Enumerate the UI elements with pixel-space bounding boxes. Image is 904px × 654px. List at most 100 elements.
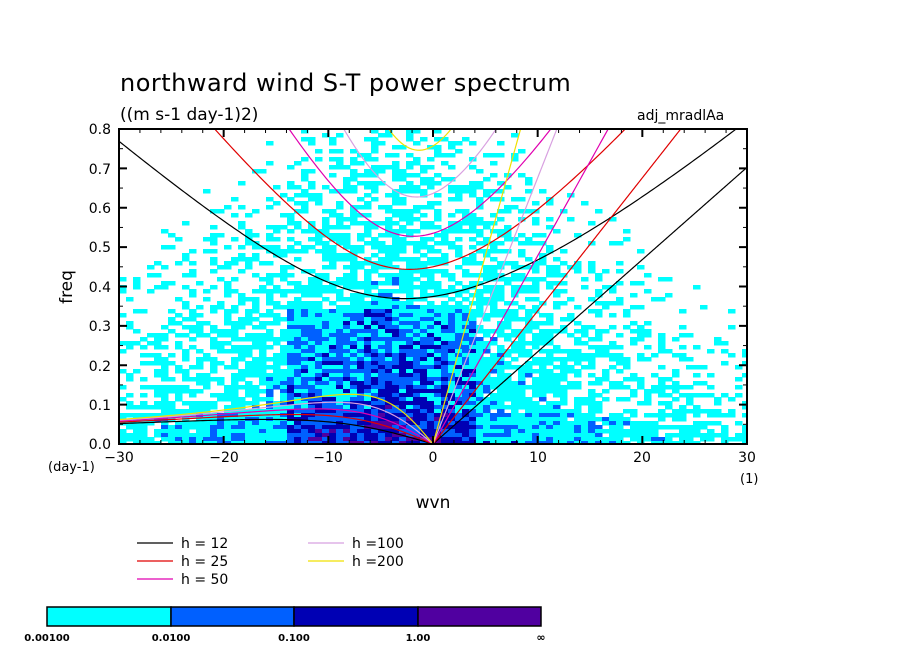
contour-cell	[644, 429, 652, 434]
contour-cell	[742, 437, 747, 442]
contour-cell	[497, 369, 505, 374]
contour-cell	[385, 345, 393, 350]
contour-cell	[126, 437, 134, 442]
contour-cell	[266, 141, 274, 146]
contour-cell	[700, 393, 708, 398]
contour-cell	[371, 137, 379, 142]
contour-cell	[133, 341, 141, 346]
contour-cell	[532, 333, 540, 338]
contour-cell	[343, 401, 351, 406]
x-units-label: (1)	[740, 472, 758, 487]
contour-cell	[301, 361, 309, 366]
contour-cell	[238, 225, 246, 230]
contour-cell	[399, 389, 407, 394]
contour-cell	[518, 365, 526, 370]
contour-cell	[357, 413, 365, 418]
contour-cell	[406, 381, 414, 386]
contour-cell	[140, 309, 148, 314]
contour-cell	[721, 437, 729, 442]
contour-cell	[658, 277, 666, 282]
contour-cell	[707, 349, 715, 354]
contour-cell	[357, 309, 365, 314]
contour-cell	[392, 229, 400, 234]
contour-cell	[273, 185, 281, 190]
contour-cell	[455, 441, 463, 444]
contour-cell	[287, 289, 295, 294]
contour-cell	[406, 357, 414, 362]
contour-cell	[364, 281, 372, 286]
contour-cell	[560, 373, 568, 378]
contour-cell	[329, 289, 337, 294]
contour-cell	[434, 357, 442, 362]
contour-cell	[280, 225, 288, 230]
contour-cell	[245, 317, 253, 322]
contour-cell	[462, 365, 470, 370]
contour-cell	[434, 153, 442, 158]
contour-cell	[119, 397, 127, 402]
contour-cell	[287, 229, 295, 234]
contour-cell	[245, 437, 253, 442]
contour-cell	[609, 241, 617, 246]
contour-cell	[406, 229, 414, 234]
contour-cell	[308, 137, 316, 142]
contour-cell	[364, 153, 372, 158]
contour-cell	[497, 329, 505, 334]
contour-cell	[644, 389, 652, 394]
contour-cell	[224, 317, 232, 322]
contour-cell	[308, 349, 316, 354]
contour-cell	[371, 373, 379, 378]
contour-cell	[350, 217, 358, 222]
contour-cell	[224, 417, 232, 422]
contour-cell	[315, 345, 323, 350]
contour-cell	[539, 373, 547, 378]
contour-cell	[518, 349, 526, 354]
contour-cell	[392, 241, 400, 246]
contour-cell	[273, 437, 281, 442]
contour-cell	[315, 317, 323, 322]
contour-cell	[385, 261, 393, 266]
contour-cell	[336, 321, 344, 326]
contour-cell	[238, 397, 246, 402]
contour-cell	[301, 381, 309, 386]
contour-cell	[189, 409, 197, 414]
contour-cell	[658, 401, 666, 406]
contour-cell	[343, 329, 351, 334]
contour-cell	[483, 369, 491, 374]
contour-cell	[280, 441, 288, 444]
contour-cell	[350, 321, 358, 326]
contour-cell	[441, 233, 449, 238]
contour-cell	[686, 437, 694, 442]
contour-cell	[301, 421, 309, 426]
contour-cell	[672, 337, 680, 342]
contour-cell	[315, 385, 323, 390]
contour-cell	[357, 433, 365, 438]
contour-cell	[196, 401, 204, 406]
contour-cell	[455, 209, 463, 214]
contour-cell	[364, 441, 372, 444]
contour-cell	[448, 225, 456, 230]
contour-cell	[588, 397, 596, 402]
contour-cell	[483, 313, 491, 318]
contour-cell	[490, 241, 498, 246]
contour-cell	[224, 309, 232, 314]
contour-cell	[133, 413, 141, 418]
contour-cell	[455, 245, 463, 250]
contour-cell	[679, 433, 687, 438]
contour-cell	[259, 389, 267, 394]
contour-cell	[392, 425, 400, 430]
contour-cell	[231, 337, 239, 342]
contour-cell	[350, 265, 358, 270]
contour-cell	[483, 385, 491, 390]
contour-cell	[476, 185, 484, 190]
contour-cell	[329, 253, 337, 258]
contour-cell	[595, 301, 603, 306]
contour-cell	[322, 133, 330, 138]
contour-cell	[553, 373, 561, 378]
contour-cell	[588, 309, 596, 314]
contour-cell	[539, 429, 547, 434]
contour-cell	[357, 285, 365, 290]
contour-cell	[399, 217, 407, 222]
contour-cell	[364, 345, 372, 350]
contour-cell	[350, 257, 358, 262]
contour-cell	[420, 305, 428, 310]
